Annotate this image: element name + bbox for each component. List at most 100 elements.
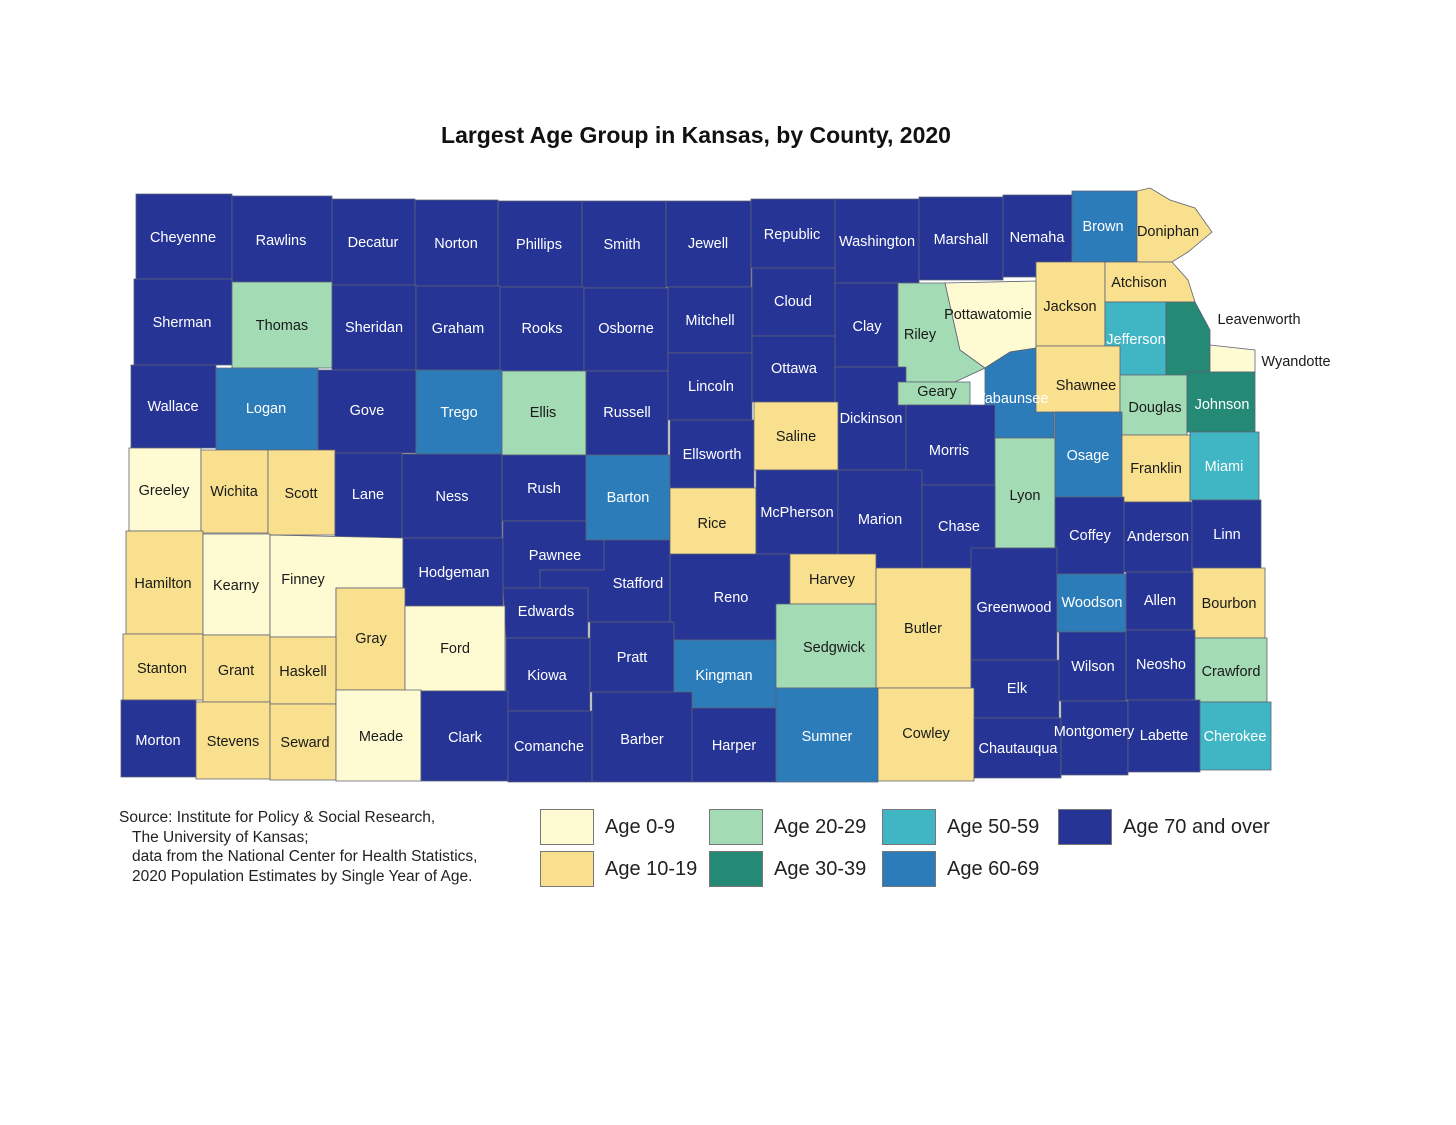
county-label: Morton (135, 733, 180, 749)
county-label: Stevens (207, 734, 259, 750)
county-label: Gray (355, 631, 387, 647)
county-label: Mitchell (685, 313, 734, 329)
county-label: Franklin (1130, 461, 1182, 477)
county-label: Ottawa (771, 361, 818, 377)
source-note: Source: Institute for Policy & Social Re… (119, 808, 477, 886)
county-label: Wabaunsee (972, 391, 1049, 407)
source-line: 2020 Population Estimates by Single Year… (132, 867, 473, 885)
county-label: Republic (764, 227, 820, 243)
county-label: Harper (712, 738, 756, 754)
county-label: Anderson (1127, 529, 1189, 545)
legend-item: Age 10-19 (540, 850, 697, 888)
county-montgomery (1060, 700, 1129, 776)
source-line: data from the National Center for Health… (132, 848, 478, 865)
legend-swatch (709, 809, 763, 845)
legend-label: Age 50-59 (947, 815, 1040, 838)
legend-item: Age 30-39 (709, 850, 866, 888)
legend-swatch (882, 851, 936, 887)
county-label: Linn (1213, 527, 1240, 543)
county-label: Sumner (802, 729, 853, 745)
county-label: Cheyenne (150, 230, 216, 246)
county-label: Sheridan (345, 320, 403, 336)
source-line: Source: Institute for Policy & Social Re… (119, 809, 436, 826)
county-label: Meade (359, 729, 403, 745)
county-label: Marshall (934, 232, 989, 248)
county-label: McPherson (760, 505, 833, 521)
county-label: Neosho (1136, 657, 1186, 673)
county-label: Cowley (902, 726, 950, 742)
county-label: Ellis (530, 405, 557, 421)
legend-swatch (1058, 809, 1112, 845)
legend-item: Age 70 and over (1058, 808, 1270, 846)
county-sumner (775, 687, 879, 783)
county-label: Johnson (1195, 397, 1250, 413)
county-label: Ford (440, 641, 470, 657)
legend-label: Age 70 and over (1123, 815, 1270, 838)
county-label: Rooks (521, 321, 562, 337)
county-label: Butler (904, 621, 942, 637)
legend-swatch (540, 809, 594, 845)
county-label: Lane (352, 487, 384, 503)
county-label: Chautauqua (978, 741, 1058, 757)
county-label: Osage (1067, 448, 1110, 464)
legend-swatch (540, 851, 594, 887)
county-label: Comanche (514, 739, 584, 755)
county-label: Elk (1007, 681, 1028, 697)
county-label: Saline (776, 429, 816, 445)
county-label: Wilson (1071, 659, 1115, 675)
county-label: Clark (448, 730, 483, 746)
county-label: Barton (607, 490, 650, 506)
county-label: Bourbon (1202, 596, 1257, 612)
legend-item: Age 0-9 (540, 808, 675, 846)
county-label: Lincoln (688, 379, 734, 395)
county-label: Labette (1140, 728, 1188, 744)
source-line: The University of Kansas; (132, 828, 309, 846)
county-label: Clay (852, 319, 882, 335)
county-label: Brown (1082, 219, 1123, 235)
county-label: Wallace (147, 399, 198, 415)
county-label: Doniphan (1137, 224, 1199, 240)
county-label: Montgomery (1054, 724, 1135, 740)
county-label: Phillips (516, 237, 562, 253)
county-label: Dickinson (840, 411, 903, 427)
legend-label: Age 10-19 (605, 857, 698, 880)
county-label: Pawnee (529, 548, 581, 564)
county-label: Jefferson (1106, 332, 1165, 348)
legend-label: Age 30-39 (774, 857, 867, 880)
county-label: Woodson (1062, 595, 1123, 611)
county-label: Thomas (256, 318, 308, 334)
county-label: Norton (434, 236, 478, 252)
county-label: Rush (527, 481, 561, 497)
county-label: Morris (929, 443, 969, 459)
county-label: Greenwood (977, 600, 1052, 616)
county-leavenworth (1165, 301, 1211, 381)
county-label: Decatur (348, 235, 399, 251)
county-label: Stanton (137, 661, 187, 677)
county-chautauqua (973, 717, 1062, 779)
county-label: Cherokee (1204, 729, 1267, 745)
county-label: Jackson (1043, 299, 1096, 315)
county-label: Sherman (153, 315, 212, 331)
county-label: Harvey (809, 572, 856, 588)
county-label: Trego (440, 405, 477, 421)
county-label: Finney (281, 572, 325, 588)
county-label: Russell (603, 405, 651, 421)
county-label: Nemaha (1010, 230, 1066, 246)
county-label: Kiowa (527, 668, 567, 684)
county-label: Kearny (213, 578, 260, 594)
county-label: Pratt (617, 650, 648, 666)
county-label: Lyon (1010, 488, 1041, 504)
county-label: Hodgeman (419, 565, 490, 581)
county-label: Grant (218, 663, 254, 679)
county-marshall (918, 196, 1004, 281)
county-label: Reno (714, 590, 749, 606)
county-label: Wyandotte (1261, 354, 1330, 370)
county-label: Crawford (1202, 664, 1261, 680)
county-cherokee (1199, 701, 1272, 771)
county-label: Pottawatomie (944, 307, 1032, 323)
county-shapes (120, 187, 1272, 783)
county-label: Edwards (518, 604, 574, 620)
county-label: Kingman (695, 668, 752, 684)
county-label: Ness (435, 489, 468, 505)
